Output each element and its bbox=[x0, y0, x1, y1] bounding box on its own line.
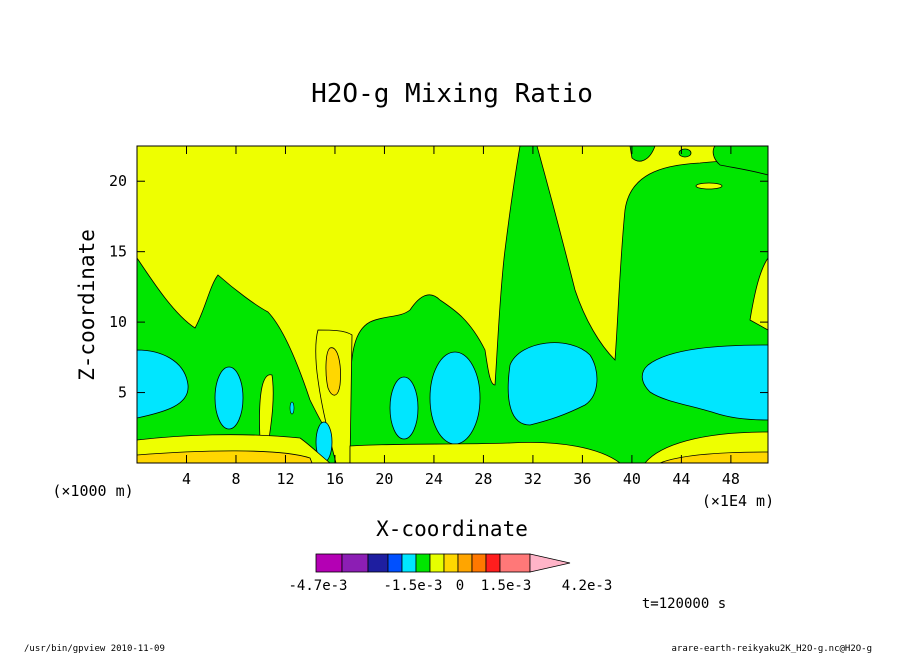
x-tick-label: 40 bbox=[623, 470, 641, 488]
contour-green-lower bbox=[137, 146, 768, 463]
colorbar-swatch bbox=[429, 553, 445, 573]
colorbar-swatch bbox=[471, 553, 487, 573]
contour-gold-spot bbox=[325, 347, 341, 396]
colorbar-swatch bbox=[457, 553, 473, 573]
colorbar-label-2: 0 bbox=[456, 578, 464, 594]
contour-cyan-6 bbox=[507, 342, 598, 426]
colorbar-label-4: 4.2e-3 bbox=[562, 578, 613, 594]
contour-cyan-5 bbox=[429, 351, 481, 445]
plot-frame bbox=[136, 145, 769, 464]
y-tick-labels: 5 10 15 20 bbox=[109, 172, 127, 401]
x-tick-label: 4 bbox=[182, 470, 191, 488]
contour-cyan-7 bbox=[641, 344, 768, 421]
y-tick-label: 10 bbox=[109, 313, 127, 331]
contour-gold-low bbox=[137, 450, 313, 463]
contour-cyan-4 bbox=[389, 376, 419, 440]
colorbar-swatch bbox=[485, 553, 501, 573]
footer-left: /usr/bin/gpview 2010-11-09 bbox=[24, 644, 165, 654]
chart-title: H2O-g Mixing Ratio bbox=[311, 79, 593, 109]
x-tick-label: 24 bbox=[425, 470, 443, 488]
x-tick-labels: 4 8 12 16 20 24 28 32 36 40 44 48 bbox=[182, 470, 740, 488]
contour-yellow-spot bbox=[695, 182, 723, 190]
y-axis-label: Z-coordinate bbox=[75, 229, 99, 381]
y-tick-label: 20 bbox=[109, 172, 127, 190]
x-tick-label: 36 bbox=[573, 470, 591, 488]
x-tick-label: 8 bbox=[231, 470, 240, 488]
colorbar-swatch bbox=[499, 553, 531, 573]
colorbar-label-3: 1.5e-3 bbox=[481, 578, 532, 594]
x-axis-label: X-coordinate bbox=[376, 517, 528, 541]
y-tick-label: 5 bbox=[118, 384, 127, 402]
time-label: t=120000 s bbox=[642, 596, 726, 612]
colorbar-swatch bbox=[315, 553, 343, 573]
x-unit-note: (×1E4 m) bbox=[702, 492, 774, 510]
contour-green-top2 bbox=[712, 146, 768, 176]
x-tick-label: 48 bbox=[722, 470, 740, 488]
colorbar-labels: -4.7e-3 -1.5e-3 0 1.5e-3 4.2e-3 bbox=[288, 578, 612, 594]
y-tick-label: 15 bbox=[109, 243, 127, 261]
contour-yellow-low2 bbox=[349, 442, 621, 463]
x-ticks bbox=[185, 146, 732, 463]
contour-plot-area bbox=[137, 146, 768, 463]
colorbar bbox=[315, 553, 571, 573]
colorbar-swatch bbox=[387, 553, 403, 573]
colorbar-label-0: -4.7e-3 bbox=[288, 578, 347, 594]
x-tick-label: 44 bbox=[672, 470, 690, 488]
x-tick-label: 28 bbox=[474, 470, 492, 488]
y-ticks bbox=[137, 180, 768, 394]
contour-cyan-1 bbox=[137, 349, 189, 419]
footer-right: arare-earth-reikyaku2K_H2O-g.nc@H2O-g bbox=[672, 644, 872, 654]
colorbar-swatch bbox=[341, 553, 369, 573]
colorbar-swatch bbox=[443, 553, 459, 573]
contour-cyan-2 bbox=[214, 366, 244, 430]
contour-green-spot bbox=[678, 148, 692, 158]
colorbar-label-1: -1.5e-3 bbox=[383, 578, 442, 594]
x-tick-label: 12 bbox=[276, 470, 294, 488]
contour-cyan-small bbox=[289, 401, 295, 415]
colorbar-extend-arrow bbox=[529, 553, 571, 573]
colorbar-swatch bbox=[367, 553, 389, 573]
x-tick-label: 32 bbox=[524, 470, 542, 488]
x-tick-label: 20 bbox=[375, 470, 393, 488]
y-unit-note: (×1000 m) bbox=[52, 482, 133, 500]
colorbar-swatch bbox=[401, 553, 417, 573]
colorbar-swatch bbox=[415, 553, 431, 573]
x-tick-label: 16 bbox=[326, 470, 344, 488]
